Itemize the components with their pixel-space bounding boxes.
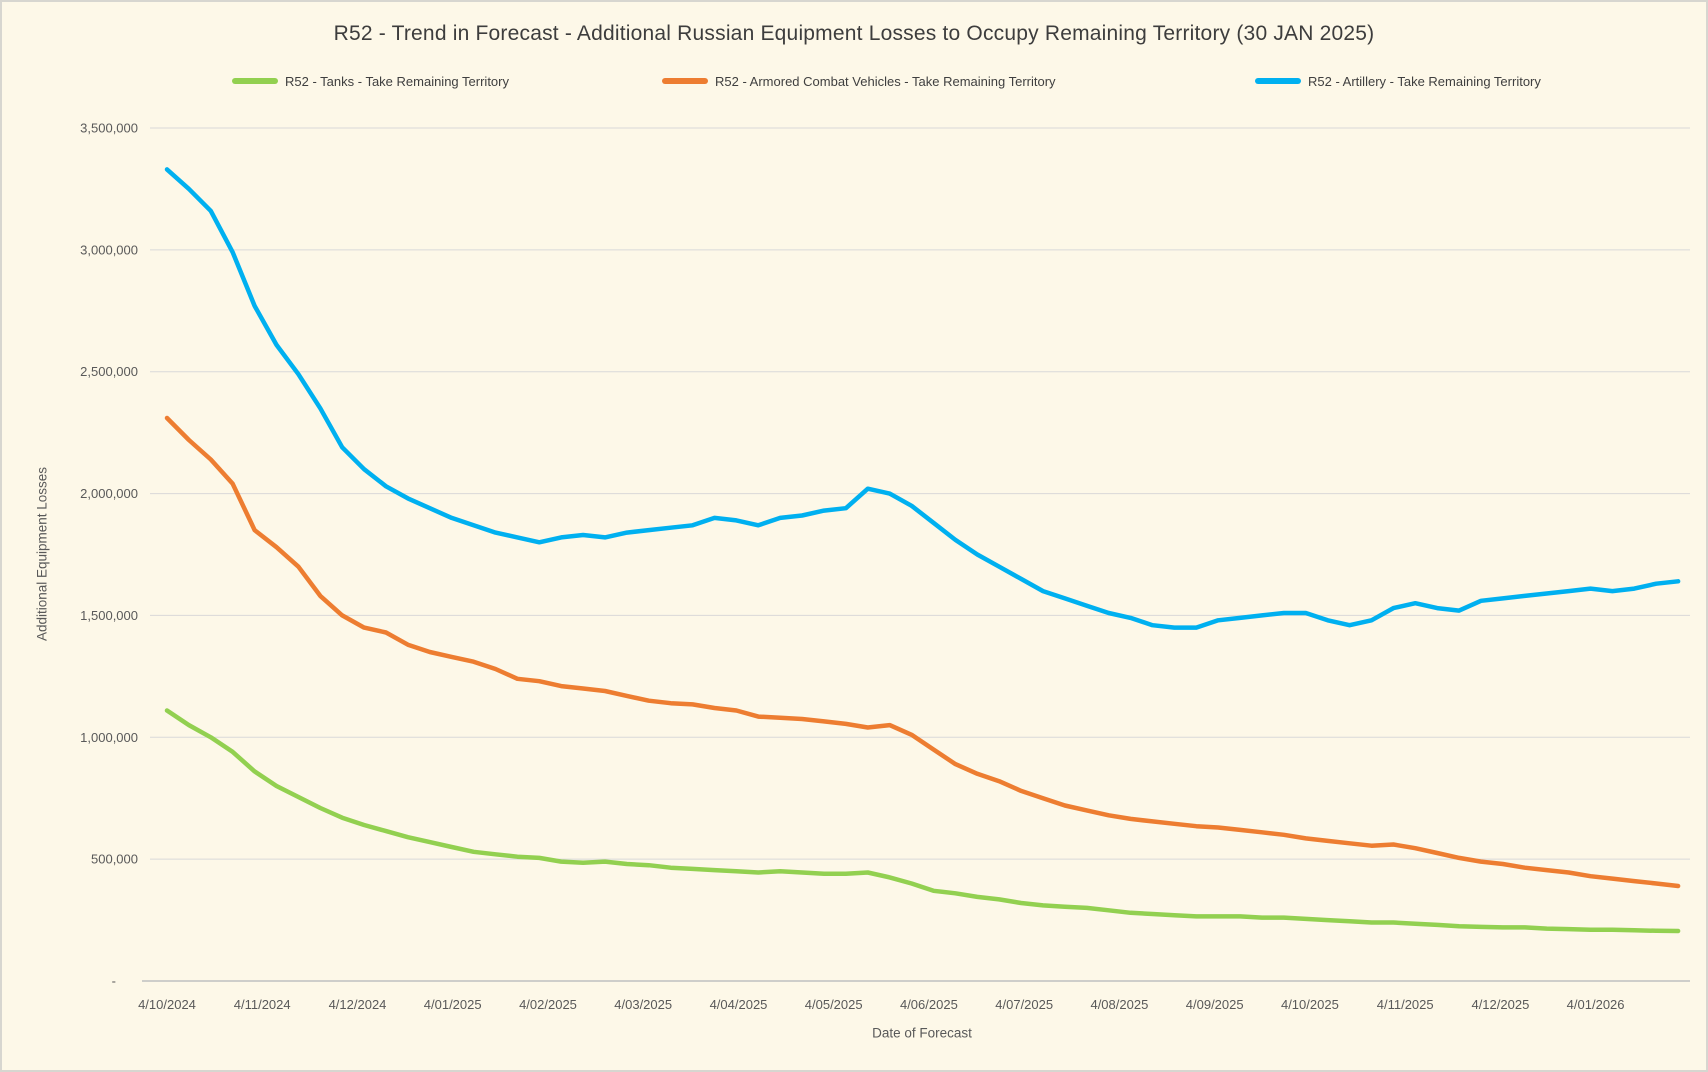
- y-tick-label: 2,500,000: [80, 364, 138, 379]
- x-tick-label: 4/01/2025: [424, 997, 482, 1012]
- series-line-armored-combat-vehicles: [164, 415, 1681, 889]
- legend-label-armored-combat-vehicles: R52 - Armored Combat Vehicles - Take Rem…: [715, 73, 1056, 89]
- x-tick-label: 4/04/2025: [710, 997, 768, 1012]
- y-tick-label: 2,000,000: [80, 486, 138, 501]
- legend-item-artillery: R52 - Artillery - Take Remaining Territo…: [1255, 72, 1541, 90]
- x-tick-label: 4/03/2025: [614, 997, 672, 1012]
- x-tick-label: 4/12/2025: [1471, 997, 1529, 1012]
- x-tick-label: 4/11/2025: [1377, 997, 1434, 1012]
- x-tick-label: 4/10/2025: [1281, 997, 1339, 1012]
- x-tick-label: 4/06/2025: [900, 997, 958, 1012]
- legend-swatch-armored-combat-vehicles: [662, 78, 708, 84]
- x-tick-label: 4/02/2025: [519, 997, 577, 1012]
- series-line-tanks: [164, 708, 1681, 934]
- y-tick-label: 3,500,000: [80, 121, 138, 136]
- legend-swatch-artillery: [1255, 78, 1301, 84]
- x-tick-label: 4/10/2024: [138, 997, 196, 1012]
- y-tick-label: 1,000,000: [80, 730, 138, 745]
- x-tick-label: 4/08/2025: [1090, 997, 1148, 1012]
- series-line-artillery: [164, 167, 1681, 630]
- legend-item-armored-combat-vehicles: R52 - Armored Combat Vehicles - Take Rem…: [662, 72, 1056, 90]
- x-tick-label: 4/07/2025: [995, 997, 1053, 1012]
- chart-title: R52 - Trend in Forecast - Additional Rus…: [333, 22, 1375, 45]
- x-tick-label: 4/11/2024: [234, 997, 291, 1012]
- y-tick-label: 1,500,000: [80, 608, 138, 623]
- y-tick-label: -: [112, 974, 116, 989]
- y-tick-label: 500,000: [91, 852, 138, 867]
- x-tick-label: 4/12/2024: [329, 997, 387, 1012]
- x-tick-label: 4/05/2025: [805, 997, 863, 1012]
- legend-item-tanks: R52 - Tanks - Take Remaining Territory: [232, 72, 509, 90]
- x-tick-label: 4/09/2025: [1186, 997, 1244, 1012]
- y-axis-title: Additional Equipment Losses: [34, 466, 50, 642]
- legend-label-tanks: R52 - Tanks - Take Remaining Territory: [285, 73, 509, 89]
- x-axis-title: Date of Forecast: [872, 1025, 972, 1041]
- legend-label-artillery: R52 - Artillery - Take Remaining Territo…: [1308, 73, 1541, 89]
- y-tick-label: 3,000,000: [80, 242, 138, 257]
- x-tick-label: 4/01/2026: [1567, 997, 1625, 1012]
- legend-swatch-tanks: [232, 78, 278, 84]
